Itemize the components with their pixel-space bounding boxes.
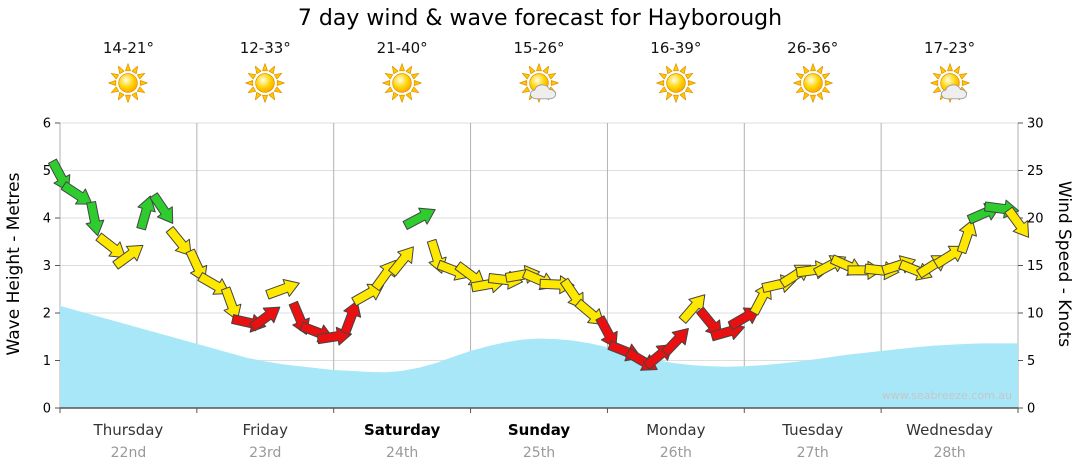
day-temp-range: 26-36° <box>787 39 839 57</box>
day-name: Wednesday <box>906 421 993 439</box>
day-weather-icon-slot <box>744 60 881 108</box>
wind-barb <box>340 300 362 335</box>
day-date: 26th <box>659 445 692 461</box>
sun-icon <box>108 63 149 103</box>
left-tick-label: 6 <box>43 117 51 132</box>
wind-barb <box>165 226 192 257</box>
right-tick-label: 30 <box>1027 117 1044 132</box>
day-weather-icon-slot <box>197 60 334 108</box>
wind-barb <box>265 278 300 300</box>
sun-icon <box>382 63 422 103</box>
wind-barb <box>661 328 689 357</box>
sun-icon <box>792 63 833 103</box>
wind-barb <box>197 272 231 295</box>
left-tick-label: 4 <box>43 212 51 227</box>
watermark: www.seabreeze.com.au <box>881 389 1012 402</box>
day-name: Thursday <box>93 421 164 439</box>
left-tick-label: 0 <box>43 402 51 417</box>
chart-title: 7 day wind & wave forecast for Hayboroug… <box>297 6 783 31</box>
day-name: Tuesday <box>782 421 844 439</box>
wind-barb <box>388 246 414 277</box>
wind-barb <box>85 200 105 237</box>
wind-barb <box>249 306 281 332</box>
day-name: Friday <box>242 421 288 439</box>
day-weather-icon-slot <box>607 60 744 108</box>
wind-barb <box>678 294 706 324</box>
wind-barb <box>956 219 978 255</box>
day-temp-range: 15-26° <box>513 39 565 57</box>
day-date: 28th <box>933 445 966 461</box>
wind-barb <box>574 298 605 326</box>
sun-icon <box>656 63 696 103</box>
wind-barb <box>95 232 126 259</box>
left-tick-label: 3 <box>43 259 51 274</box>
right-tick-label: 0 <box>1027 402 1035 417</box>
day-date: 24th <box>386 445 419 461</box>
wind-barb <box>149 192 174 224</box>
wind-barb <box>112 244 144 270</box>
day-date: 23rd <box>249 445 282 461</box>
sun-cloud-icon <box>519 63 559 103</box>
day-name: Sunday <box>507 421 571 439</box>
wind-barb <box>351 283 385 307</box>
left-tick-label: 2 <box>43 307 51 322</box>
wind-barb <box>220 286 242 321</box>
day-date: 22nd <box>110 445 147 461</box>
sun-icon <box>245 63 286 103</box>
day-temp-range: 14-21° <box>102 39 154 57</box>
day-weather-icon-slot <box>334 60 471 108</box>
right-tick-label: 5 <box>1027 354 1035 369</box>
right-tick-label: 15 <box>1027 259 1044 274</box>
wind-barb <box>595 315 618 349</box>
day-temp-range: 17-23° <box>924 39 976 57</box>
wind-barb <box>933 245 966 269</box>
wind-barb <box>402 207 436 230</box>
day-name: Saturday <box>363 421 441 439</box>
day-temp-range: 21-40° <box>376 39 428 57</box>
wind-barb <box>48 158 71 192</box>
day-name: Monday <box>646 421 706 439</box>
left-tick-label: 5 <box>43 164 51 179</box>
day-weather-icon-slot <box>471 60 608 108</box>
day-weather-icon-slot <box>60 60 197 108</box>
wind-barb <box>60 181 93 205</box>
wave-height-area <box>60 305 1018 408</box>
right-tick-label: 20 <box>1027 212 1044 227</box>
wind-barb <box>136 195 156 231</box>
day-temp-range: 16-39° <box>650 39 702 57</box>
sun-cloud-icon <box>929 63 970 103</box>
day-weather-icon-slot <box>881 60 1018 108</box>
wind-barb <box>1004 206 1030 238</box>
wind-barb <box>727 307 761 331</box>
right-tick-label: 10 <box>1027 307 1044 322</box>
left-tick-label: 1 <box>43 354 51 369</box>
day-date: 25th <box>522 445 556 461</box>
day-temp-range: 12-33° <box>239 39 291 57</box>
right-tick-label: 25 <box>1027 164 1044 179</box>
day-date: 27th <box>796 445 829 461</box>
